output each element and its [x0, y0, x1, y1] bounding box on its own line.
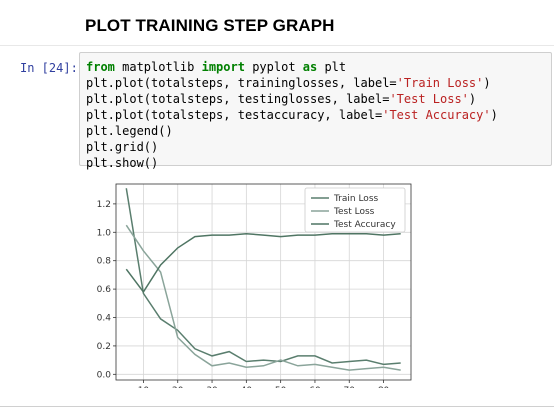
code-token: )	[483, 76, 491, 90]
code-token: plt.grid()	[86, 140, 159, 154]
code-line: plt.show()	[86, 155, 545, 171]
legend-label: Test Loss	[333, 207, 375, 217]
code-token: 'Test Loss'	[389, 92, 469, 106]
code-token: matplotlib	[114, 60, 202, 74]
series-line-0	[125, 188, 401, 366]
heading-divider	[0, 45, 554, 46]
y-tick-label: 0.4	[97, 314, 112, 324]
cell-prompt: In [24]:	[20, 61, 78, 75]
series-line-1	[125, 224, 401, 371]
code-token: pyplot	[244, 60, 303, 74]
code-token: import	[201, 60, 245, 74]
legend-box	[304, 187, 406, 233]
code-token: plt.plot(totalsteps, testaccuracy, label…	[86, 108, 383, 122]
code-line: plt.plot(totalsteps, testaccuracy, label…	[86, 107, 545, 123]
code-token: plt.plot(totalsteps, testinglosses, labe…	[86, 92, 390, 106]
x-tick-label: 70	[344, 386, 356, 388]
x-tick-label: 50	[275, 386, 287, 388]
code-cell-input[interactable]: from matplotlib import pyplot as plt plt.…	[79, 52, 552, 170]
code-line: from matplotlib import pyplot as plt	[86, 59, 545, 75]
cell-divider	[0, 406, 554, 407]
y-tick-label: 1.2	[97, 200, 111, 210]
y-tick-label: 0.6	[97, 285, 112, 295]
code-token: 'Train Loss'	[396, 76, 484, 90]
code-token: as	[302, 60, 318, 74]
code-token: plt	[317, 60, 347, 74]
y-tick-label: 0.2	[97, 342, 111, 352]
code-token: 'Test Accuracy'	[382, 108, 491, 122]
code-token: )	[490, 108, 498, 122]
code-token: )	[468, 92, 477, 106]
legend-label: Test Accuracy	[333, 220, 396, 230]
x-tick-label: 40	[241, 386, 253, 388]
markdown-heading: PLOT TRAINING STEP GRAPH	[85, 16, 335, 35]
y-tick-label: 0.8	[97, 257, 112, 267]
x-tick-label: 60	[309, 386, 321, 388]
legend-label: Train Loss	[333, 194, 379, 204]
line-chart: 10 20 30 40 50 60 70 80 0.0 0.2 0.4 0.6 0.8 1.0 1.2 Tra…	[97, 183, 412, 396]
code-token: plt.show()	[86, 156, 159, 170]
x-tick-label: 80	[378, 386, 390, 388]
plot-frame	[115, 183, 412, 381]
code-line: plt.legend()	[86, 123, 545, 139]
series-line-2	[125, 232, 401, 294]
y-tick-label: 1.0	[97, 228, 112, 238]
x-tick-label: 10	[138, 386, 150, 388]
code-line: plt.grid()	[86, 139, 545, 155]
code-token: from	[86, 60, 115, 74]
code-token: plt.legend()	[86, 124, 173, 138]
y-tick-label: 0.0	[97, 370, 112, 380]
code-token: plt.plot(totalsteps, traininglosses, lab…	[86, 76, 397, 90]
x-tick-label: 20	[172, 386, 184, 388]
code-line: plt.plot(totalsteps, testinglosses, labe…	[86, 91, 545, 107]
x-tick-label: 30	[206, 386, 218, 388]
cell-output: 10 20 30 40 50 60 70 80 0.0 0.2 0.4 0.6 0.8 1.0 1.2 Tra…	[79, 178, 419, 396]
code-line: plt.plot(totalsteps, traininglosses, lab…	[86, 75, 545, 91]
